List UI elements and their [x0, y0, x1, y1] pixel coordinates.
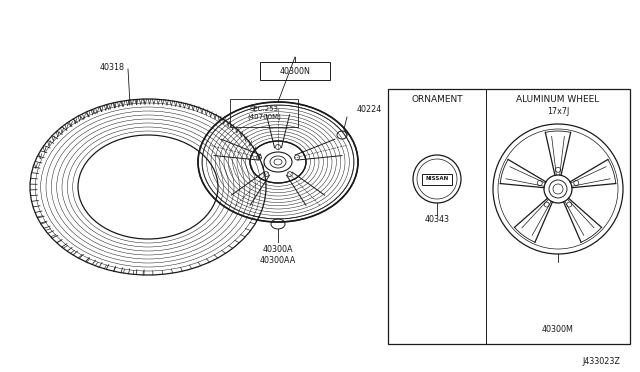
- Text: 17x7J: 17x7J: [547, 108, 569, 116]
- Text: NISSAN: NISSAN: [426, 176, 449, 182]
- Text: 40224: 40224: [357, 106, 382, 115]
- Text: 40300A
40300AA: 40300A 40300AA: [260, 245, 296, 265]
- Text: 40300N: 40300N: [280, 67, 310, 76]
- Text: ALUMINUM WHEEL: ALUMINUM WHEEL: [516, 96, 600, 105]
- Bar: [422, 173, 452, 185]
- Text: 40300M: 40300M: [542, 326, 574, 334]
- Text: ORNAMENT: ORNAMENT: [411, 96, 463, 105]
- Bar: [388, 89, 630, 344]
- Text: 40318: 40318: [99, 62, 125, 71]
- Text: J433023Z: J433023Z: [582, 357, 620, 366]
- Text: 40343: 40343: [424, 215, 449, 224]
- Bar: [230, 99, 298, 127]
- Text: SEC.253
(40700M): SEC.253 (40700M): [247, 106, 281, 120]
- Bar: [260, 62, 330, 80]
